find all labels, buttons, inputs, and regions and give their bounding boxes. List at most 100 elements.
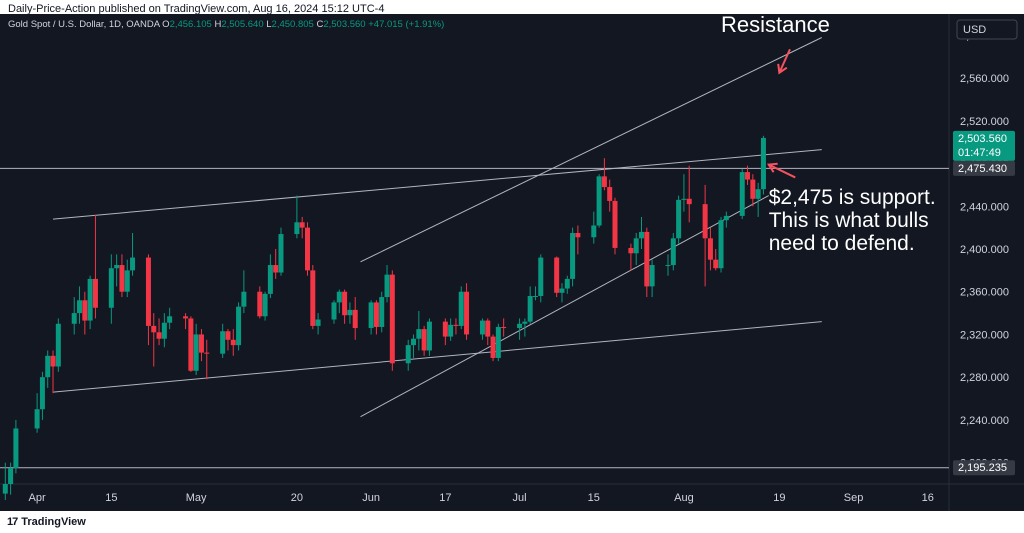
candle[interactable] [570,227,576,287]
candle[interactable] [92,214,98,319]
candle[interactable] [77,286,83,324]
candle[interactable] [564,275,570,294]
candle[interactable] [220,323,226,358]
candle[interactable] [639,216,645,249]
candle[interactable] [71,297,77,335]
candle[interactable] [13,419,19,474]
arrow-1[interactable] [777,48,791,75]
candle[interactable] [707,227,713,271]
candle[interactable] [336,289,342,314]
candle[interactable] [151,313,157,367]
candle[interactable] [241,270,247,314]
candle[interactable] [628,243,634,271]
candle[interactable] [352,297,358,340]
candle[interactable] [193,323,199,376]
candle[interactable] [702,184,708,287]
candle[interactable] [527,286,533,324]
tradingview-logo[interactable]: 17 TradingView [7,516,86,528]
candle[interactable] [681,174,687,212]
candle[interactable] [34,393,40,433]
candle[interactable] [750,174,756,207]
candle[interactable] [347,302,353,324]
candle[interactable] [55,318,61,372]
candle[interactable] [665,254,671,276]
candle[interactable] [538,254,544,303]
candle[interactable] [198,329,204,362]
candle[interactable] [278,227,284,276]
candle[interactable] [612,197,618,255]
candle[interactable] [262,291,268,321]
candle[interactable] [575,225,581,255]
candle[interactable] [236,302,242,351]
candle[interactable] [416,310,422,351]
candle[interactable] [108,254,114,324]
candle[interactable] [596,174,602,228]
candle[interactable] [342,289,348,324]
candle[interactable] [114,254,120,287]
candle[interactable] [368,300,374,335]
candle[interactable] [304,222,310,276]
candle[interactable] [188,316,194,372]
candle[interactable] [453,318,459,335]
candle[interactable] [124,259,130,298]
candle[interactable] [379,291,385,333]
candle[interactable] [82,291,88,335]
candle[interactable] [299,216,305,239]
candle[interactable] [485,318,491,346]
candle[interactable] [713,249,719,271]
currency-box[interactable] [956,19,1018,40]
candle[interactable] [384,265,390,303]
trendline-1[interactable] [52,149,822,220]
arrow-2[interactable] [767,162,796,179]
candle[interactable] [267,254,273,299]
candle[interactable] [130,232,136,276]
candle[interactable] [8,462,14,495]
candle[interactable] [426,318,432,356]
candle[interactable] [156,318,162,346]
candle[interactable] [204,339,210,380]
candle[interactable] [670,232,676,271]
candle[interactable] [389,270,395,371]
candle[interactable] [649,259,655,298]
candle[interactable] [739,168,745,220]
candle[interactable] [45,350,51,388]
candle[interactable] [686,165,692,223]
candle[interactable] [183,313,189,330]
candle[interactable] [490,334,496,362]
candle[interactable] [633,232,639,266]
candle[interactable] [373,300,379,335]
candle[interactable] [501,318,507,337]
candle[interactable] [495,323,501,362]
candle[interactable] [161,313,167,348]
candle[interactable] [718,216,724,273]
candle[interactable] [257,286,263,319]
candle[interactable] [554,256,560,298]
trendline-4[interactable] [360,195,769,418]
candle[interactable] [50,350,56,394]
candle[interactable] [225,329,231,351]
candle[interactable] [331,300,337,324]
candle[interactable] [601,158,607,191]
candle[interactable] [119,254,125,298]
candle[interactable] [522,318,528,337]
candle[interactable] [273,249,279,279]
candle[interactable] [2,462,8,501]
annotation-resistance[interactable]: Resistance [721,14,830,37]
annotation-support[interactable]: $2,475 is support. This is what bulls need… [769,186,936,255]
candle[interactable] [745,165,751,185]
candle[interactable] [458,286,464,330]
candle[interactable] [411,334,417,358]
candle[interactable] [87,275,93,330]
candle[interactable] [559,283,565,303]
candle[interactable] [464,283,470,340]
candle[interactable] [421,325,427,356]
candle[interactable] [315,313,321,335]
candle[interactable] [607,179,613,212]
candle[interactable] [755,182,761,217]
candle[interactable] [442,318,448,346]
candle[interactable] [405,339,411,371]
candle[interactable] [294,195,300,239]
candle[interactable] [723,211,729,228]
candle[interactable] [676,195,682,244]
trendline-3[interactable] [360,37,822,263]
